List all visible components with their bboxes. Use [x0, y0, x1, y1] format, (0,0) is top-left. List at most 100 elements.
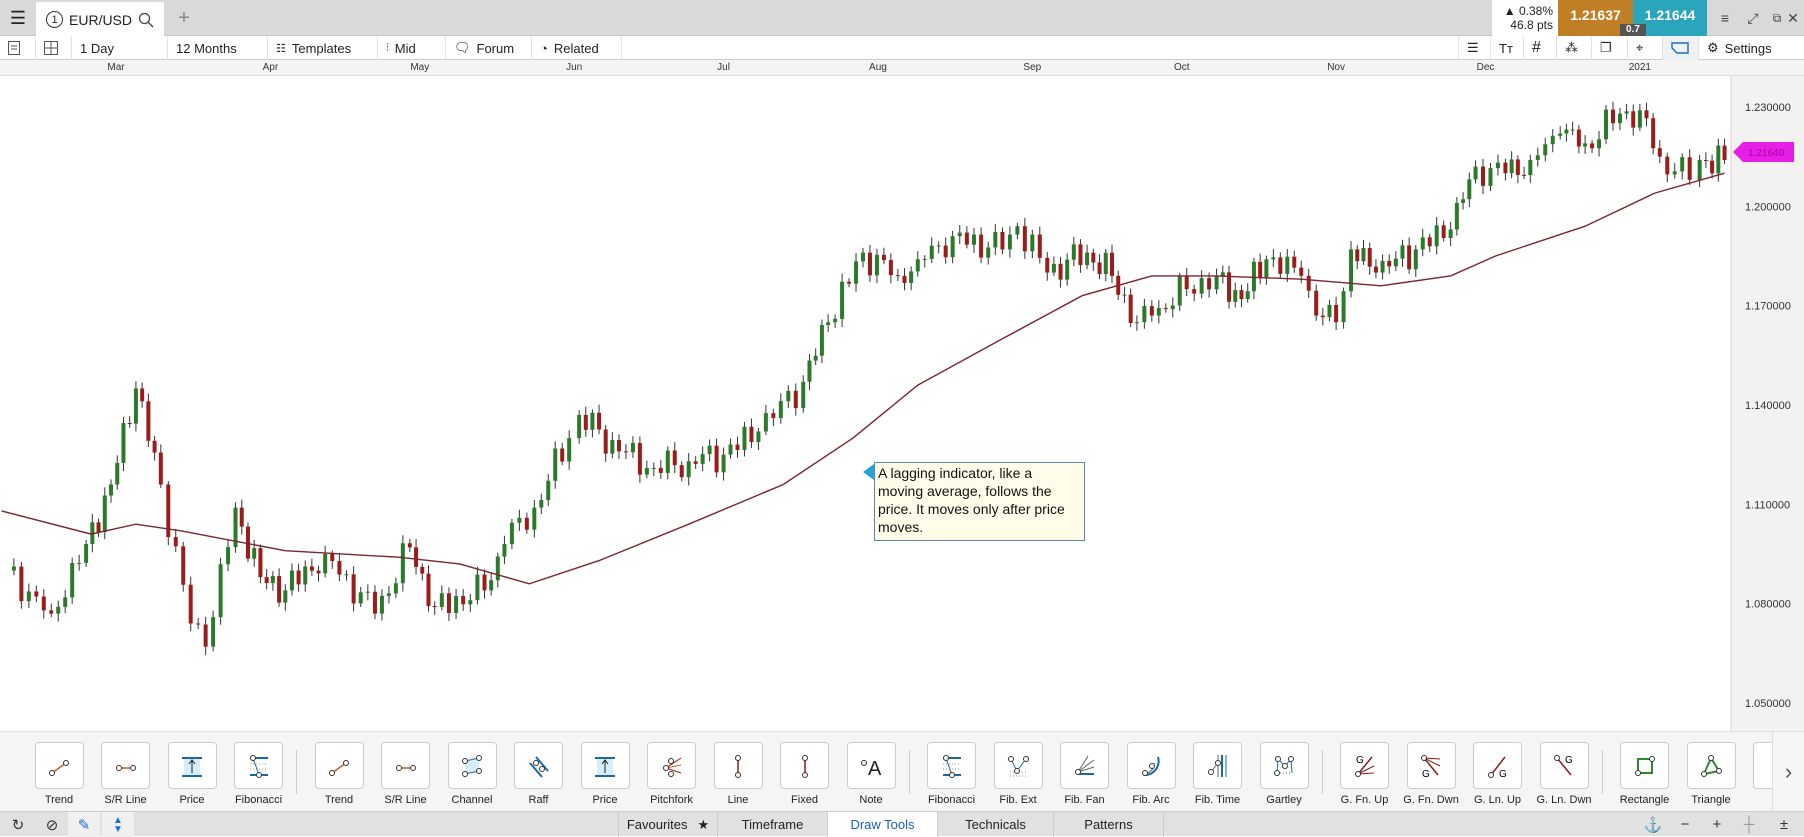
draw-tool-fixed[interactable]: Fixed — [772, 742, 838, 806]
related-button[interactable]: ◔Related — [532, 36, 622, 60]
chevron-right-icon[interactable]: › — [1772, 732, 1804, 811]
forum-button[interactable]: 🗨Forum — [446, 36, 532, 60]
plus-minus-icon[interactable]: ± — [1768, 812, 1800, 837]
draw-tool-fib-ext[interactable]: Fib. Ext — [985, 742, 1051, 806]
draw-tool-rectangle[interactable]: Rectangle — [1612, 742, 1678, 806]
draw-tool-trend[interactable]: Trend — [306, 742, 372, 806]
candle — [1665, 157, 1669, 175]
price-icon — [168, 742, 217, 789]
draw-tool-triangle[interactable]: Triangle — [1678, 742, 1744, 806]
annotation-note[interactable]: A lagging indicator, like a moving avera… — [874, 462, 1085, 541]
candle — [539, 500, 543, 508]
draw-tool-trend[interactable]: Trend — [26, 742, 92, 806]
up-down-arrows-icon[interactable]: ▲▼ — [102, 812, 134, 837]
draw-tool-fib-fan[interactable]: Fib. Fan — [1052, 742, 1118, 806]
interval-select[interactable]: 1 Day — [72, 36, 168, 60]
close-icon[interactable]: ✕ — [1782, 0, 1804, 36]
draw-tool-s-r-line[interactable]: S/R Line — [93, 742, 159, 806]
draw-tool-line[interactable]: Line — [705, 742, 771, 806]
draw-tool-price[interactable]: Price — [159, 742, 225, 806]
price-icon — [581, 742, 630, 789]
price-axis-icon[interactable]: ☰ — [1458, 36, 1491, 60]
month-label: Aug — [869, 62, 887, 73]
anchor-icon[interactable]: ⚓ — [1637, 812, 1669, 837]
templates-button[interactable]: ☷Templates — [268, 36, 378, 60]
draw-tool-pitchfork[interactable]: Pitchfork — [639, 742, 705, 806]
candle — [56, 607, 60, 614]
tab-eur-usd[interactable]: 1 EUR/USD — [36, 2, 164, 37]
draw-tool-raff[interactable]: Raff — [506, 742, 572, 806]
tab-technicals[interactable]: Technicals — [938, 812, 1054, 837]
candle — [77, 563, 81, 564]
tab-draw-tools[interactable]: Draw Tools — [828, 812, 938, 837]
draw-tool-channel[interactable]: Channel — [439, 742, 505, 806]
settings-button[interactable]: ⚙Settings — [1699, 36, 1804, 60]
candle — [1200, 278, 1204, 294]
layout-icon[interactable] — [36, 36, 72, 60]
crosshair-icon[interactable]: ┼ — [1733, 812, 1765, 837]
hamburger-icon[interactable]: ☰ — [0, 0, 36, 36]
add-tab-button[interactable]: + — [168, 0, 200, 36]
pencil-icon[interactable]: ✎ — [68, 812, 100, 837]
draw-tool-s-r-line[interactable]: S/R Line — [373, 742, 439, 806]
refresh-icon[interactable]: ↻ — [2, 812, 34, 837]
tab-timeframe[interactable]: Timeframe — [718, 812, 828, 837]
candle — [27, 591, 31, 601]
tab-favourites[interactable]: Favourites★ — [618, 812, 718, 837]
candle — [617, 440, 621, 451]
draw-tool-fibonacci[interactable]: Fibonacci — [919, 742, 985, 806]
candle — [1680, 157, 1684, 171]
candle — [937, 246, 941, 247]
no-entry-icon[interactable]: ⊘ — [36, 812, 68, 837]
draw-tool-label: Trend — [26, 794, 92, 806]
candle — [290, 571, 294, 591]
candle — [317, 571, 321, 574]
candle — [701, 454, 705, 464]
grid-icon[interactable]: # — [1524, 36, 1557, 60]
candle — [330, 554, 334, 561]
candle — [1461, 199, 1465, 203]
draw-tool-gartley[interactable]: Gartley — [1251, 742, 1317, 806]
search-icon[interactable] — [138, 12, 154, 28]
candle — [454, 596, 458, 613]
draw-tool-price[interactable]: Price — [572, 742, 638, 806]
candle — [366, 592, 370, 593]
drag-handle-icon[interactable]: ≡ — [1710, 0, 1740, 36]
y-tick-label: 1.110000 — [1745, 499, 1790, 511]
draw-tool-fib-arc[interactable]: Fib. Arc — [1118, 742, 1184, 806]
triangle-icon — [1687, 742, 1736, 789]
price-chart[interactable]: 1.2300001.2000001.1700001.1400001.110000… — [0, 76, 1804, 731]
zoom-in-icon[interactable]: + — [1701, 812, 1733, 837]
candle — [861, 253, 865, 262]
candle — [352, 574, 356, 603]
tab-patterns[interactable]: Patterns — [1054, 812, 1164, 837]
draw-tool-label: G. Ln. Dwn — [1531, 794, 1597, 806]
crosshair-icon[interactable]: ⌖ — [1628, 36, 1663, 60]
speech-bubble-icon: 🗨 — [454, 40, 471, 56]
draw-tool-fib-time[interactable]: Fib. Time — [1185, 742, 1251, 806]
price-type-button[interactable]: ⫶Mid — [378, 36, 446, 60]
candle — [1314, 291, 1318, 316]
list-icon[interactable] — [0, 36, 36, 60]
pitchfork-icon — [647, 742, 696, 789]
gartley-icon — [1260, 742, 1309, 789]
zoom-out-icon[interactable]: − — [1669, 812, 1701, 837]
candle — [749, 427, 753, 442]
scatter-icon[interactable]: ⁂ — [1557, 36, 1592, 60]
range-select[interactable]: 12 Months — [168, 36, 268, 60]
candle — [1474, 167, 1478, 180]
candle — [1618, 114, 1622, 124]
candle — [345, 574, 349, 575]
draw-tool-fibonacci[interactable]: Fibonacci — [226, 742, 292, 806]
candle — [631, 443, 635, 452]
text-size-icon[interactable]: Tт — [1491, 36, 1524, 60]
tag-shape-icon[interactable] — [1663, 36, 1699, 60]
candle — [1414, 249, 1418, 269]
candle — [659, 468, 663, 473]
windows-icon[interactable]: ❐ — [1592, 36, 1628, 60]
